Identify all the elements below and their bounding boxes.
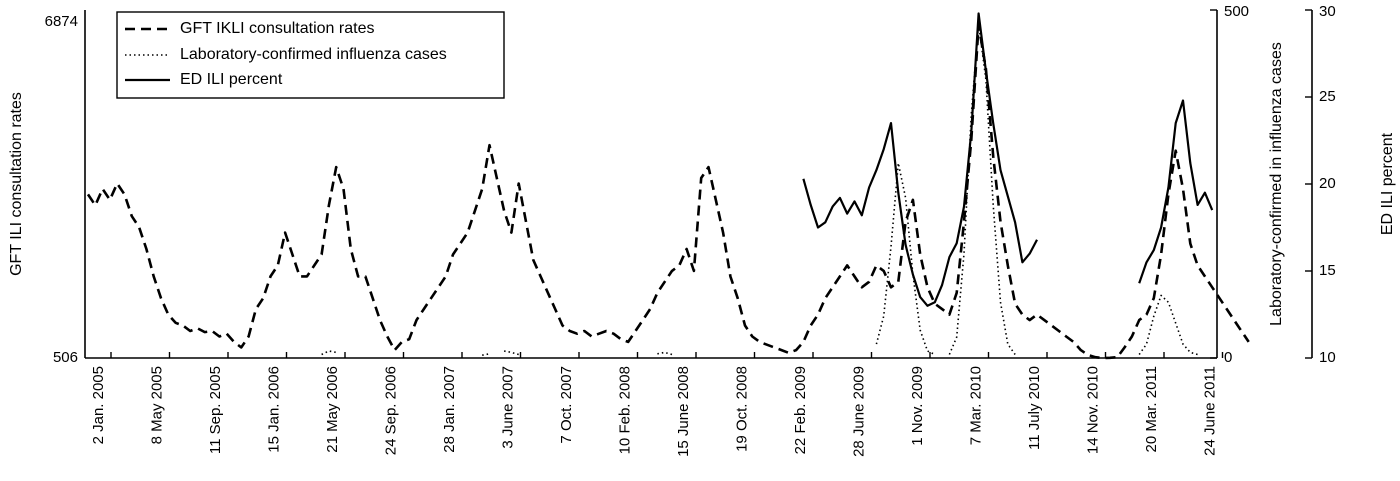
- series-1-line-segment-5: [657, 351, 673, 356]
- x-tick-label: 19 Oct. 2008: [733, 366, 750, 452]
- plot-lines: [86, 12, 1250, 360]
- left-tick-label-1: 6874: [45, 13, 78, 30]
- right2-tick-label-4: 30: [1319, 3, 1336, 20]
- x-tick-label: 20 Mar. 2011: [1143, 366, 1160, 452]
- legend-label-gft: GFT IKLI consultation rates: [180, 20, 374, 37]
- series-1-line-segment-11: [1138, 294, 1198, 356]
- x-tick-label: 11 Sep. 2005: [207, 366, 224, 454]
- x-tick-label: 10 Feb. 2008: [616, 366, 633, 454]
- legend-label-ed: ED ILI percent: [180, 71, 283, 88]
- right2-axis-label: ED ILI percent: [1379, 132, 1396, 235]
- x-tick-label: 7 Oct. 2007: [558, 366, 575, 444]
- legend: GFT IKLI consultation rates Laboratory-c…: [116, 11, 505, 99]
- right2-tick-label-1: 15: [1319, 262, 1336, 279]
- series-1-line-segment-9: [875, 162, 936, 356]
- x-tick-label: 24 June 2011: [1201, 366, 1218, 456]
- series-2-line-segment-0: [802, 12, 1038, 307]
- x-tick-label: 21 May 2006: [324, 366, 341, 453]
- legend-label-lab: Laboratory-confirmed influenza cases: [180, 46, 447, 63]
- x-tick-label: 28 Jan. 2007: [441, 366, 458, 453]
- x-tick-label: 11 July 2010: [1026, 366, 1043, 450]
- series-0-line-segment-0: [86, 23, 1250, 360]
- x-tick-label: 1 Nov. 2009: [909, 366, 926, 446]
- series-2-line-segment-1: [1138, 99, 1214, 284]
- x-tick-labels: 2 Jan. 2005 8 May 2005 11 Sep. 2005 15 Jan.…: [90, 366, 1219, 457]
- right1-tick-label-0: 0: [1224, 349, 1232, 366]
- x-tick-label: 7 Mar. 2010: [967, 366, 984, 445]
- x-tick-label: 2 Jan. 2005: [90, 366, 107, 444]
- series-1-line-segment-2: [482, 353, 490, 356]
- left-axis-label: GFT ILI consultation rates: [8, 92, 25, 276]
- right2-tick-label-2: 20: [1319, 175, 1336, 192]
- x-tick-label: 8 May 2005: [148, 366, 165, 444]
- series-1-line-segment-3: [503, 350, 519, 356]
- right1-tick-label-1: 500: [1224, 3, 1249, 20]
- x-tick-label: 14 Nov. 2010: [1084, 366, 1101, 454]
- legend-box: [116, 11, 505, 99]
- x-tick-label: 24 Sep. 2006: [382, 366, 399, 455]
- left-tick-label-0: 506: [53, 349, 78, 366]
- x-tick-label: 15 June 2008: [675, 366, 692, 457]
- x-tick-label: 3 June 2007: [499, 366, 516, 449]
- right1-axis-label: Laboratory-confirmed in influenza cases: [1268, 42, 1285, 326]
- x-tick-label: 15 Jan. 2006: [265, 366, 282, 453]
- x-tick-label: 22 Feb. 2009: [792, 366, 809, 454]
- right2-tick-label-0: 10: [1319, 349, 1336, 366]
- right2-tick-label-3: 25: [1319, 88, 1336, 105]
- x-tick-label: 28 June 2009: [850, 366, 867, 457]
- series-1-line-segment-10: [948, 23, 1016, 355]
- series-1-line-segment-0: [321, 350, 337, 356]
- axis-ticks: [110, 9, 1312, 359]
